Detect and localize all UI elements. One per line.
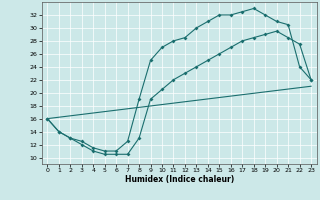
X-axis label: Humidex (Indice chaleur): Humidex (Indice chaleur) <box>124 175 234 184</box>
